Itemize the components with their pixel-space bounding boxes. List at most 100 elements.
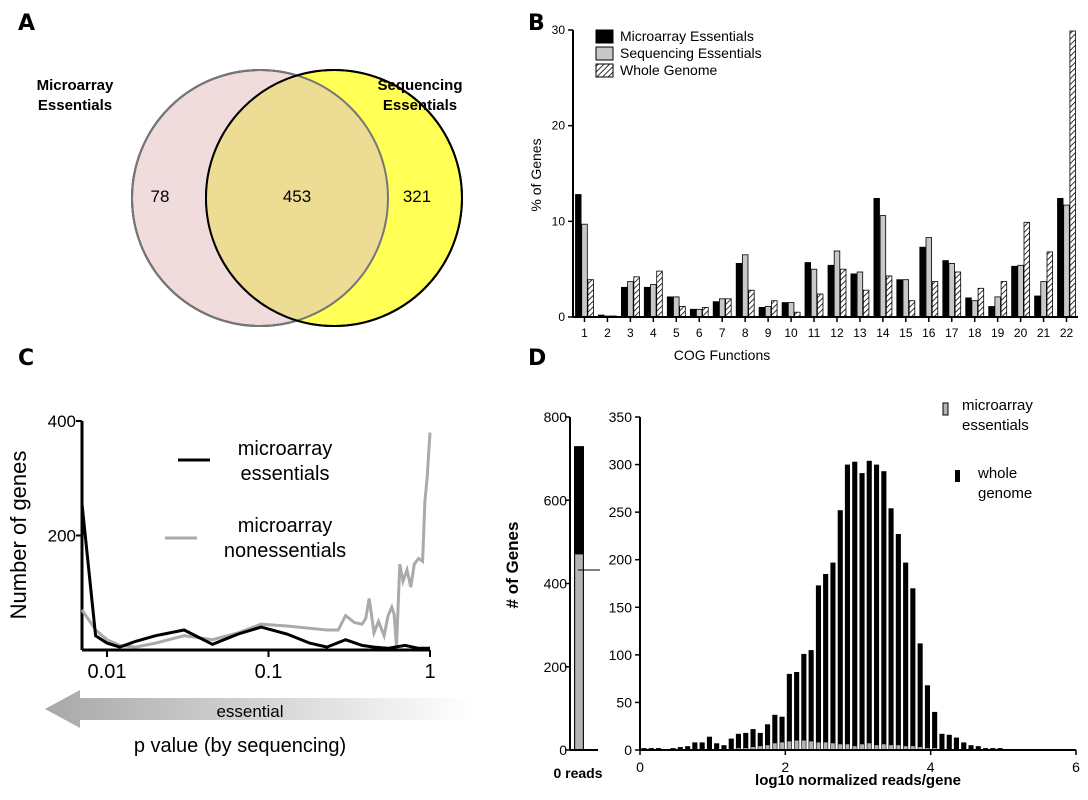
line-x-tick-label: 0.1 (255, 661, 283, 683)
essential-arrow (45, 690, 472, 728)
histogram-bar-microarray-essentials (889, 745, 893, 750)
bar-whole-genome-22 (1069, 30, 1076, 318)
histogram-bar-whole-genome (808, 650, 814, 750)
legend-microarray-line2: essentials (962, 417, 1029, 434)
histogram-bar-whole-genome (757, 732, 763, 750)
bar-x-tick-label: 16 (922, 326, 936, 340)
histogram-y-axis-label: # of Genes (503, 522, 522, 609)
bar-microarray-18 (965, 297, 972, 318)
bar-microarray-1 (575, 194, 582, 318)
bar-microarray-6 (689, 308, 697, 318)
histogram-bar-microarray-essentials (860, 744, 864, 750)
bar-x-tick-label: 12 (830, 326, 844, 340)
bar-x-axis-label: COG Functions (674, 347, 770, 363)
histogram-bar-whole-genome (888, 508, 894, 750)
bar-whole-genome-7 (725, 298, 732, 318)
bar-sequencing-6 (696, 308, 703, 318)
bar-sequencing-13 (856, 271, 864, 318)
bar-x-tick-label: 7 (719, 326, 726, 340)
panel-b-bar-chart: B 1 2 3 4 5 6 7 8 9 10 11 12 13 14 15 16 17 18 19 20 21 22010… (528, 11, 1078, 363)
histogram-bar-microarray-essentials (809, 741, 814, 750)
histogram-bar-whole-genome (677, 747, 683, 750)
panel-d-histogram: D 0 200 400 600 800 0 50 100 150 200 250 300 350 0 2 4 6… (503, 346, 1080, 789)
histogram-bar-microarray-essentials (765, 745, 770, 750)
histogram-bar-whole-genome (895, 534, 901, 750)
line-y-tick-label: 400 (48, 412, 76, 431)
legend-label-microarray: Microarray Essentials (620, 28, 754, 44)
zero-reads-bar (574, 446, 584, 751)
bar-whole-genome-5 (679, 306, 686, 318)
histogram-bar-microarray-essentials (881, 744, 886, 750)
bar-sequencing-20 (1017, 264, 1024, 318)
histogram-bar-whole-genome (910, 588, 916, 750)
histogram-bar-whole-genome (939, 733, 945, 750)
histogram-bar-whole-genome (932, 711, 938, 750)
bar-x-tick-label: 18 (968, 326, 982, 340)
legend-swatch-microarray (595, 29, 614, 44)
bar-x-tick-label: 5 (673, 326, 680, 340)
legend-swatch-whole-genome (595, 63, 614, 78)
histogram-bar-whole-genome (953, 737, 959, 750)
bar-microarray-3 (621, 286, 628, 318)
bar-whole-genome-19 (1000, 281, 1008, 318)
bar-y-tick-label: 0 (558, 310, 565, 324)
legend-label-whole-genome: Whole Genome (620, 62, 717, 78)
bar-x-tick-label: 1 (581, 326, 588, 340)
histogram-bar-microarray-essentials (838, 744, 843, 750)
histogram-bar-whole-genome (823, 574, 829, 750)
bar-whole-genome-6 (702, 306, 709, 318)
bar-x-tick-label: 19 (991, 326, 1005, 340)
venn-outer-border (205, 69, 463, 327)
line-x-tick-label: 0.01 (88, 661, 127, 683)
histogram-bar-microarray-essentials (918, 747, 923, 750)
histogram-bar-whole-genome (968, 745, 974, 750)
bar-microarray-15 (896, 279, 903, 318)
line-x-axis-label: p value (by sequencing) (134, 735, 346, 757)
bar-microarray-14 (873, 197, 880, 318)
histogram-bar-whole-genome (779, 716, 785, 750)
bar-x-tick-label: 11 (808, 326, 821, 340)
zero-reads-y-tick-label: 600 (544, 492, 568, 508)
histogram-bar-whole-genome (917, 643, 923, 750)
bar-whole-genome-13 (862, 289, 870, 318)
panel-a-letter: A (18, 11, 35, 36)
bar-y-tick-label: 10 (552, 214, 566, 228)
panel-b-letter: B (528, 11, 545, 36)
bar-whole-genome-3 (633, 276, 640, 318)
zero-reads-label: 0 reads (553, 765, 602, 781)
bar-microarray-9 (758, 306, 766, 318)
histogram-bar-whole-genome (924, 685, 930, 750)
bar-legend: Microarray Essentials Sequencing Essenti… (595, 28, 762, 78)
line-series-microarray-essentials (80, 503, 430, 650)
zero-reads-y-tick-label: 800 (544, 409, 568, 425)
histogram-bar-whole-genome (714, 743, 720, 750)
bar-x-tick-label: 22 (1060, 326, 1074, 340)
bar-x-tick-label: 8 (742, 326, 749, 340)
bar-microarray-21 (1034, 295, 1041, 318)
histogram-bar-whole-genome (881, 471, 887, 750)
histogram-bar-whole-genome (852, 461, 858, 750)
bar-x-tick-label: 13 (853, 326, 867, 340)
bar-x-tick-label: 15 (899, 326, 913, 340)
bar-x-tick-label: 3 (627, 326, 634, 340)
histogram-bar-whole-genome (692, 742, 698, 750)
histogram-bar-microarray-essentials (823, 742, 828, 750)
bar-x-tick-label: 6 (696, 326, 703, 340)
bar-sequencing-21 (1040, 281, 1047, 318)
bar-sequencing-14 (879, 215, 887, 318)
histogram-bar-microarray-essentials (874, 745, 879, 750)
bar-x-tick-label: 9 (765, 326, 772, 340)
venn-inner-border (131, 69, 389, 327)
bar-sequencing-22 (1063, 204, 1070, 318)
histogram-bars (641, 460, 1032, 750)
histogram-y-tick-label: 50 (616, 694, 632, 710)
bar-whole-genome-12 (840, 268, 847, 318)
histogram-bar-whole-genome (794, 672, 800, 750)
histogram-bar-whole-genome (721, 745, 727, 750)
bar-sequencing-4 (650, 284, 657, 318)
zero-reads-y-tick-label: 0 (559, 742, 567, 758)
histogram-x-tick-label: 6 (1072, 759, 1080, 775)
bar-microarray-7 (712, 301, 720, 318)
line-x-tick-label: 1 (424, 661, 435, 683)
